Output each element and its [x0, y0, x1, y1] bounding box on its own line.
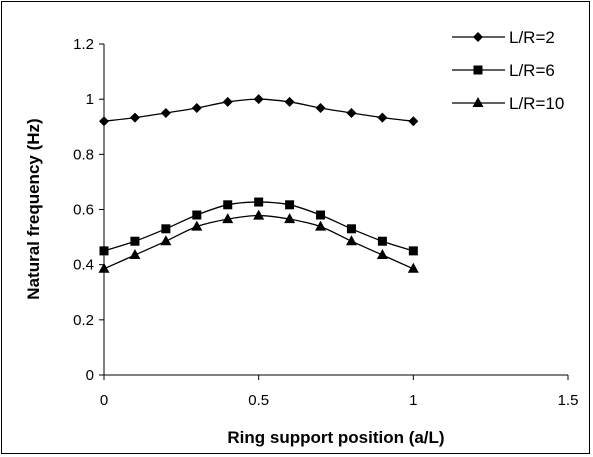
data-point [408, 246, 418, 256]
data-point [345, 235, 357, 246]
data-point [161, 224, 171, 234]
axes [103, 44, 568, 376]
y-tick-label: 0 [86, 367, 94, 384]
y-tick-label: 1 [86, 91, 94, 108]
data-point [253, 94, 264, 105]
data-point [99, 116, 109, 127]
legend: L/R=2 L/R=6 L/R=10 [452, 28, 564, 113]
legend-item: L/R=10 [452, 94, 564, 113]
y-axis-title: Natural frequency (Hz) [24, 118, 43, 299]
x-tick-label: 0.5 [248, 392, 269, 409]
data-point [129, 249, 141, 260]
series-1 [99, 94, 419, 127]
legend-item: L/R=6 [452, 61, 555, 80]
series-line [103, 201, 414, 252]
data-point [346, 224, 356, 234]
legend-label: L/R=6 [509, 61, 555, 80]
x-ticks: 0 0.5 1 1.5 [100, 375, 579, 409]
data-point [315, 102, 326, 113]
y-tick-label: 0.6 [73, 202, 94, 219]
data-point [377, 236, 387, 246]
y-tick-label: 0.8 [73, 146, 94, 163]
data-point [191, 102, 202, 113]
data-point [285, 200, 295, 210]
legend-marker [473, 32, 483, 42]
data-point [316, 210, 326, 220]
legend-marker [472, 97, 484, 107]
data-point [191, 220, 203, 231]
data-point [192, 210, 202, 220]
series-line [103, 214, 414, 270]
data-point [222, 96, 233, 107]
x-tick-label: 1 [409, 392, 417, 409]
data-point [254, 197, 264, 207]
x-tick-label: 0 [100, 392, 108, 409]
data-point [160, 235, 172, 246]
data-point [99, 246, 109, 256]
series-3 [98, 209, 419, 273]
data-point [315, 220, 327, 231]
data-point [130, 236, 140, 246]
series-layer [98, 94, 419, 273]
y-tick-label: 0.2 [73, 312, 94, 329]
data-point [129, 112, 140, 123]
y-tick-label: 0.4 [73, 257, 94, 274]
data-point [408, 116, 419, 127]
data-point [407, 262, 419, 273]
data-point [376, 249, 388, 260]
data-point [98, 262, 110, 273]
legend-marker [473, 65, 483, 75]
data-point [284, 213, 296, 224]
x-tick-label: 1.5 [558, 392, 579, 409]
x-axis-title: Ring support position (a/L) [227, 428, 444, 447]
legend-item: L/R=2 [452, 28, 555, 47]
series-2 [99, 197, 418, 256]
data-point [222, 213, 234, 224]
data-point [377, 112, 388, 123]
data-point [160, 107, 171, 118]
y-ticks: 0 0.2 0.4 0.6 0.8 1 1.2 [73, 36, 104, 384]
legend-label: L/R=2 [509, 28, 555, 47]
data-point [253, 209, 265, 220]
data-point [284, 96, 295, 107]
legend-label: L/R=10 [509, 94, 564, 113]
data-point [223, 200, 233, 210]
y-tick-label: 1.2 [73, 36, 94, 53]
data-point [346, 107, 357, 118]
